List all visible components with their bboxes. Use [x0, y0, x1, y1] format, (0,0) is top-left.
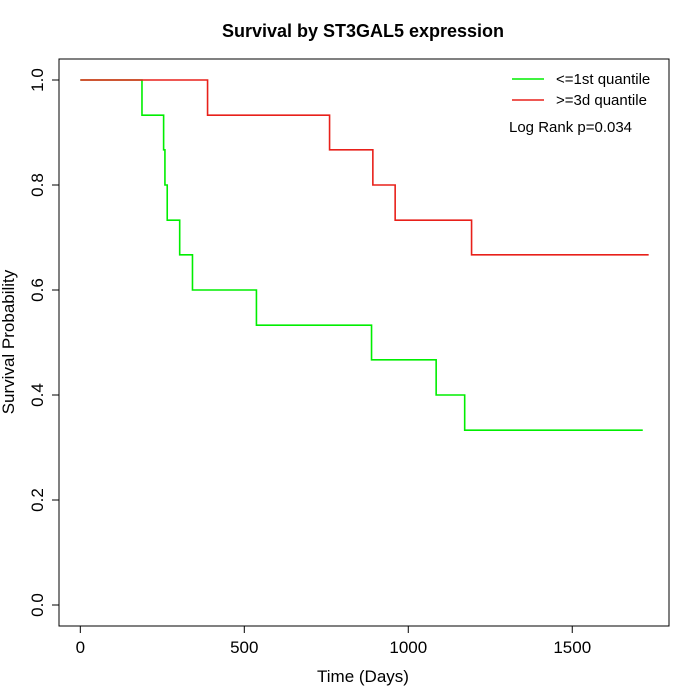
- y-tick-label: 0.0: [28, 593, 47, 617]
- legend: <=1st quantile >=3d quantile: [512, 71, 650, 109]
- y-axis-label: Survival Probability: [0, 269, 18, 414]
- x-axis-label: Time (Days): [317, 667, 409, 686]
- km-curve-series-1: [80, 79, 643, 431]
- km-curve-series-2: [80, 79, 649, 256]
- legend-label-series-1: <=1st quantile: [556, 71, 650, 88]
- x-tick-label: 0: [76, 638, 85, 657]
- x-tick-label: 1000: [389, 638, 427, 657]
- log-rank-annotation: Log Rank p=0.034: [509, 119, 632, 136]
- axes: 0 500 1000 1500 0.0 0.2 0.4 0.6 0.8 1.0: [28, 68, 591, 657]
- y-tick-label: 1.0: [28, 68, 47, 92]
- plot-frame: [58, 58, 670, 627]
- series-layer: [80, 79, 649, 431]
- y-tick-label: 0.6: [28, 278, 47, 302]
- chart-title: Survival by ST3GAL5 expression: [222, 21, 504, 41]
- y-tick-label: 0.8: [28, 173, 47, 197]
- y-tick-label: 0.4: [28, 383, 47, 407]
- legend-label-series-2: >=3d quantile: [556, 92, 647, 109]
- x-tick-label: 500: [230, 638, 258, 657]
- x-tick-label: 1500: [553, 638, 591, 657]
- y-tick-label: 0.2: [28, 488, 47, 512]
